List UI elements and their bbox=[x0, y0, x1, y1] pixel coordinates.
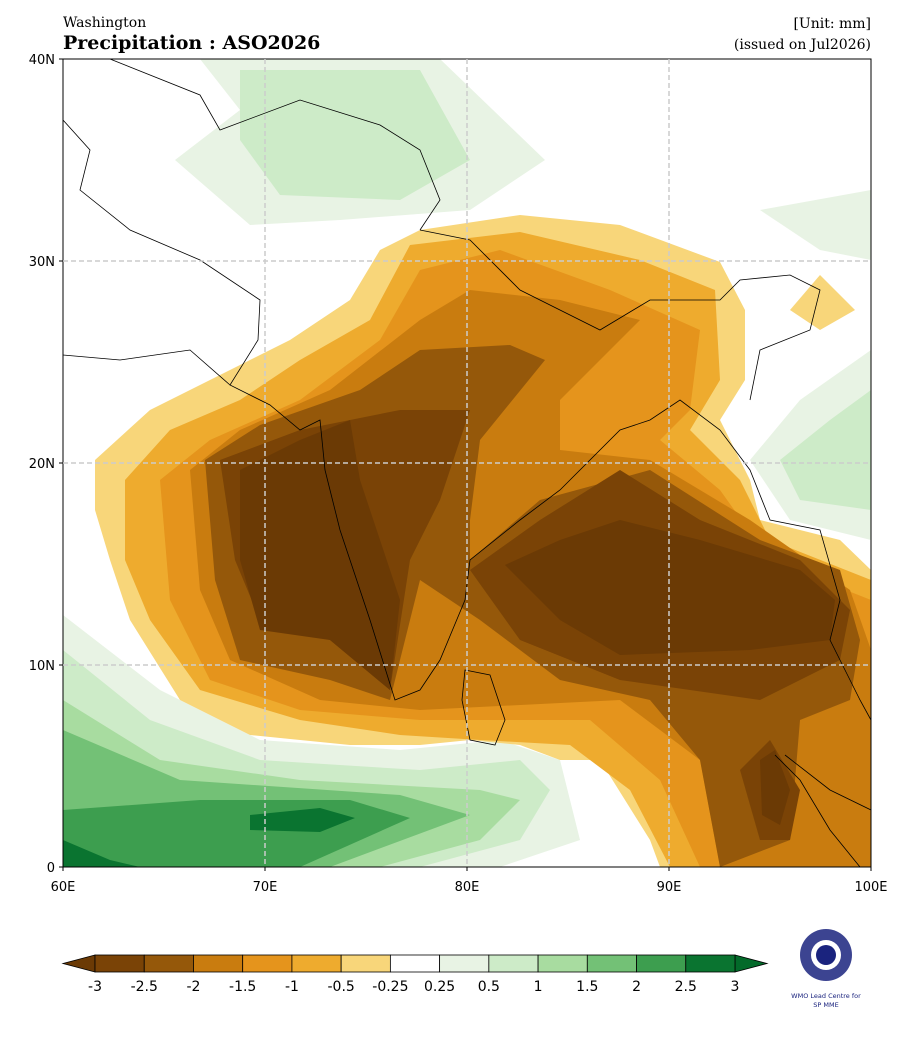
y-tick-label: 30N bbox=[29, 255, 55, 270]
colorbar-label: 0.25 bbox=[424, 979, 455, 995]
issued: (issued on Jul2026) bbox=[734, 37, 871, 53]
source: Washington bbox=[63, 15, 146, 31]
y-tick-label: 20N bbox=[29, 457, 55, 472]
colorbar-under bbox=[61, 954, 96, 973]
colorbar-box bbox=[94, 954, 145, 973]
x-tick-label: 60E bbox=[51, 880, 76, 895]
colorbar-box bbox=[143, 954, 194, 973]
colorbar-label: -3 bbox=[88, 979, 102, 995]
colorbar-label: 3 bbox=[731, 979, 740, 995]
colorbar-box bbox=[242, 954, 293, 973]
colorbar-label: -2 bbox=[186, 979, 200, 995]
y-tick-label: 10N bbox=[29, 659, 55, 674]
contours bbox=[63, 59, 871, 867]
coastlines bbox=[63, 59, 871, 867]
colorbar-over bbox=[734, 954, 769, 973]
title: Precipitation : ASO2026 bbox=[63, 32, 320, 54]
unit: [Unit: mm] bbox=[793, 16, 871, 32]
logo-text: SP MME bbox=[813, 1001, 838, 1009]
colorbar-box bbox=[389, 954, 441, 973]
colorbar-label: -1.5 bbox=[229, 979, 256, 995]
colorbar-label: 2 bbox=[632, 979, 641, 995]
x-tick-label: 90E bbox=[657, 880, 682, 895]
logo-text: WMO Lead Centre for bbox=[791, 992, 861, 1000]
colorbar-label: 1.5 bbox=[576, 979, 598, 995]
colorbar-box bbox=[291, 954, 342, 973]
colorbar-label: 2.5 bbox=[675, 979, 697, 995]
logo: WMO Lead Centre for SP MME bbox=[791, 929, 861, 1009]
y-tick-label: 0 bbox=[47, 861, 55, 876]
colorbar-label: -1 bbox=[285, 979, 299, 995]
x-tick-label: 100E bbox=[854, 880, 887, 895]
x-tick-label: 80E bbox=[455, 880, 480, 895]
colorbar-box bbox=[193, 954, 244, 973]
colorbar-box bbox=[685, 954, 736, 973]
colorbar-label: 0.5 bbox=[478, 979, 500, 995]
colorbar-box bbox=[537, 954, 588, 973]
colorbar-box bbox=[439, 954, 490, 973]
colorbar-box bbox=[586, 954, 637, 973]
colorbar-box bbox=[636, 954, 687, 973]
colorbar-label: -2.5 bbox=[131, 979, 158, 995]
colorbar-box bbox=[488, 954, 539, 973]
colorbar-label: -0.5 bbox=[327, 979, 354, 995]
y-tick-label: 40N bbox=[29, 53, 55, 68]
x-tick-label: 70E bbox=[253, 880, 278, 895]
colorbar-label: -0.25 bbox=[372, 979, 408, 995]
colorbar-label: 1 bbox=[534, 979, 543, 995]
colorbar-box bbox=[340, 954, 391, 973]
